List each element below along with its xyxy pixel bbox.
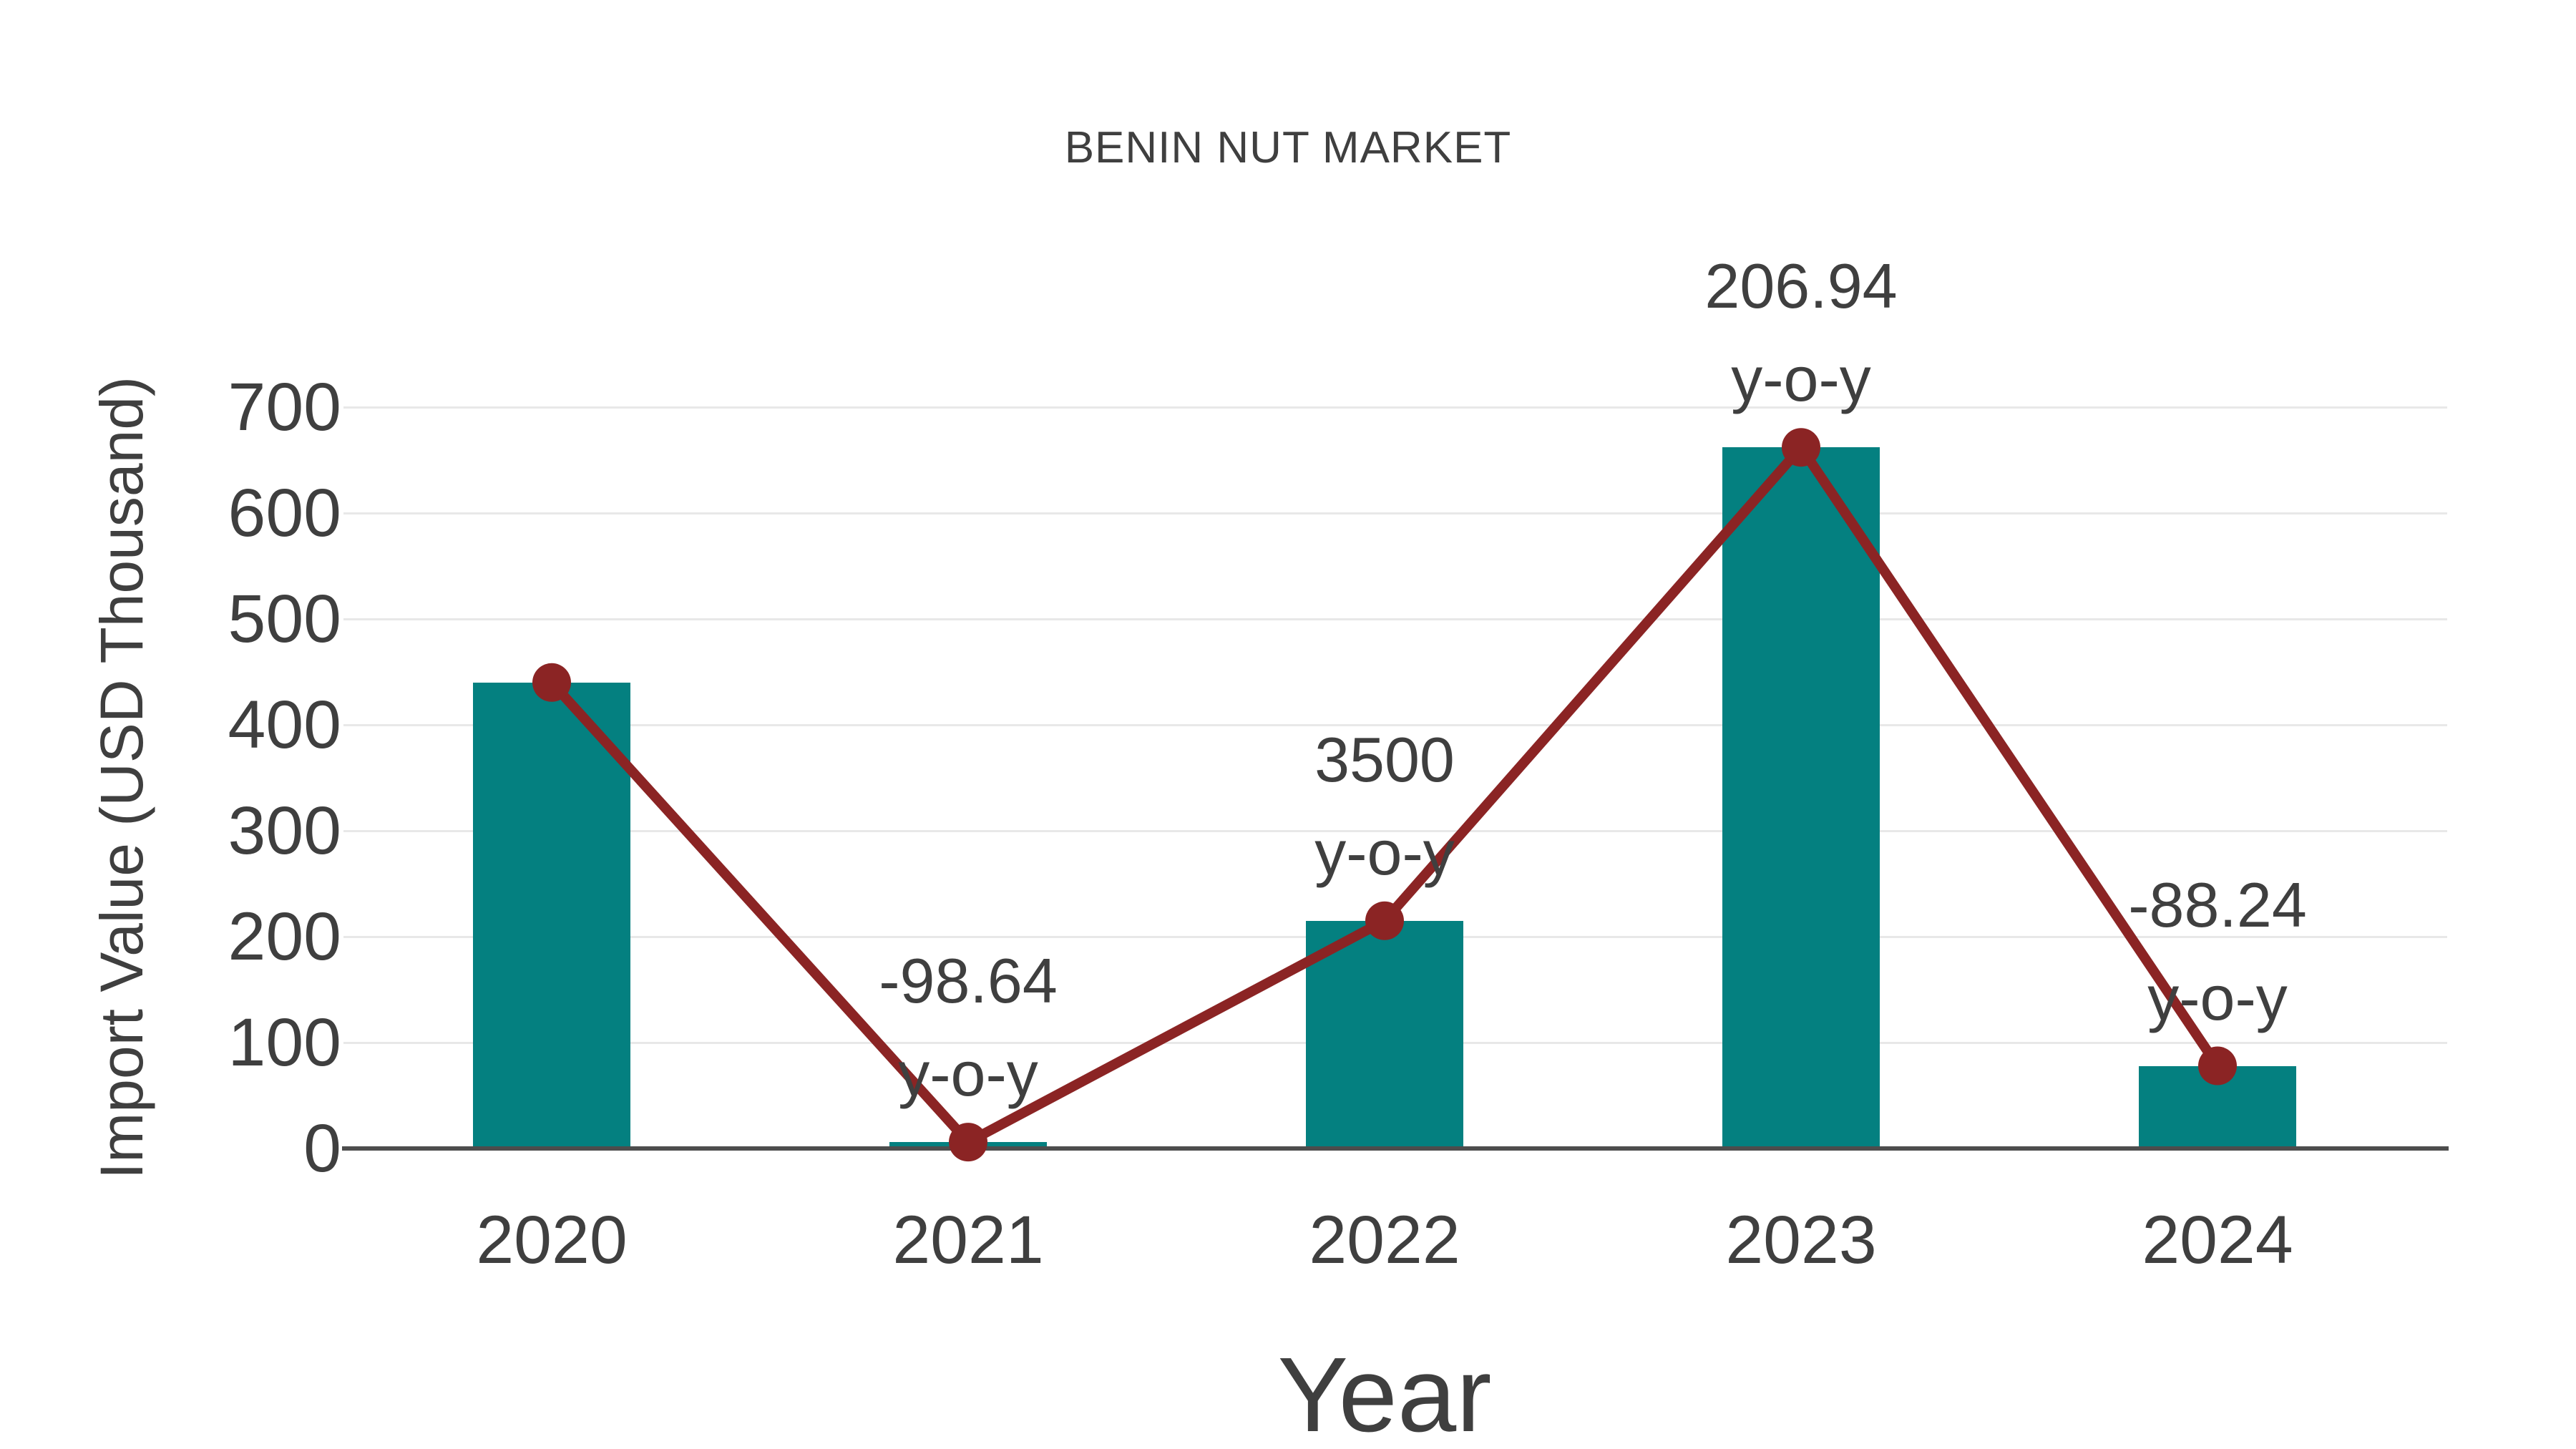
gridline-700 (343, 406, 2447, 409)
annotation-value-2022: 3500 (1314, 723, 1455, 795)
chart-title: BENIN NUT MARKET (1064, 123, 1512, 172)
gridline-600 (343, 512, 2447, 514)
y-tick-label-400: 400 (228, 686, 341, 763)
x-tick-label-2022: 2022 (1309, 1202, 1460, 1278)
annotation-unit-2022: y-o-y (1314, 816, 1455, 888)
y-tick-label-500: 500 (228, 580, 341, 657)
bar-2023 (1722, 447, 1880, 1148)
data-point-marker-2021 (949, 1123, 987, 1162)
annotation-unit-2023: y-o-y (1731, 343, 1871, 415)
y-tick-label-100: 100 (228, 1004, 341, 1080)
y-tick-label-0: 0 (303, 1110, 341, 1186)
data-point-marker-2020 (532, 663, 571, 702)
x-tick-label-2021: 2021 (892, 1202, 1044, 1278)
x-tick-label-2023: 2023 (1725, 1202, 1877, 1278)
y-tick-label-200: 200 (228, 898, 341, 975)
annotation-value-2021: -98.64 (879, 945, 1058, 1017)
y-tick-label-700: 700 (228, 369, 341, 445)
gridline-400 (343, 723, 2447, 726)
x-axis-line (342, 1146, 2449, 1151)
annotation-unit-2024: y-o-y (2147, 962, 2288, 1033)
x-tick-label-2020: 2020 (476, 1202, 628, 1278)
data-point-marker-2024 (2198, 1046, 2237, 1085)
bar-2022 (1306, 920, 1463, 1148)
gridline-500 (343, 618, 2447, 620)
annotation-value-2023: 206.94 (1704, 250, 1898, 322)
y-tick-label-600: 600 (228, 474, 341, 551)
x-axis-title: Year (1277, 1336, 1492, 1449)
x-tick-label-2024: 2024 (2142, 1202, 2293, 1278)
annotation-unit-2021: y-o-y (898, 1038, 1038, 1110)
bar-2020 (473, 682, 630, 1148)
y-tick-label-300: 300 (228, 792, 341, 869)
gridline-300 (343, 829, 2447, 832)
annotation-value-2024: -88.24 (2128, 869, 2307, 940)
data-point-marker-2023 (1782, 428, 1820, 467)
data-point-marker-2022 (1365, 901, 1404, 940)
